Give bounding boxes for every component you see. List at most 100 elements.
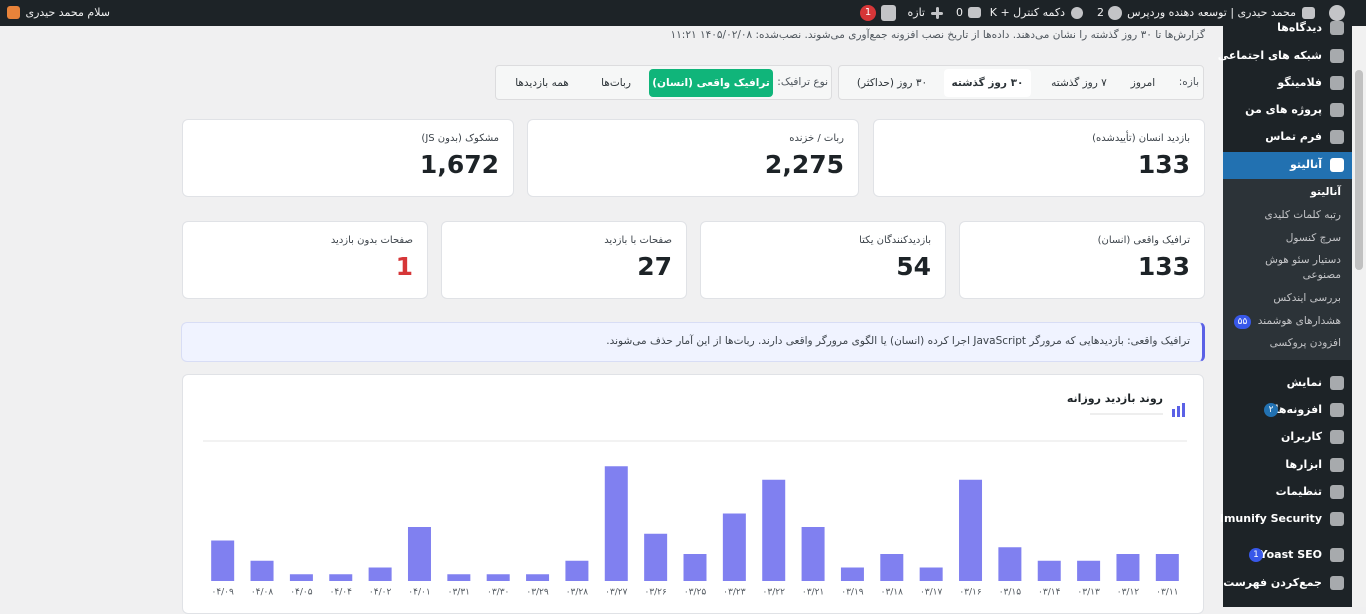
- stat-value: 133: [1137, 150, 1190, 179]
- stat-label: ربات / خزنده: [789, 133, 844, 144]
- bar: [644, 533, 668, 581]
- x-tick-label: ۰۳/۲۵: [684, 588, 707, 598]
- traffic-button[interactable]: همه بازدیدها: [515, 77, 569, 89]
- x-tick-label: ۰۳/۱۳: [1077, 588, 1100, 598]
- bar: [880, 554, 904, 581]
- menu-icon: [1330, 458, 1344, 472]
- menu-icon: [1330, 76, 1344, 90]
- home-icon: [1302, 7, 1315, 19]
- stat-card: صفحات بدون بازدید 1: [182, 221, 428, 299]
- stat-card: ربات / خزنده 2,275: [527, 119, 859, 197]
- stat-value: 1: [395, 252, 413, 281]
- chart-title: روند بازدید روزانه: [1067, 392, 1163, 405]
- seo-badge[interactable]: 1: [860, 5, 876, 21]
- menu-item[interactable]: جمع‌کردن فهرست: [1223, 576, 1322, 589]
- range-button[interactable]: ۷ روز گذشته: [1051, 77, 1107, 89]
- menu-item[interactable]: نمایش: [1286, 376, 1322, 389]
- traffic-filter: نوع ترافیک: ترافیک واقعی (انسان) ربات‌ها هم…: [495, 65, 832, 100]
- range-filter: بازه: امروز ۷ روز گذشته ۳۰ روز گذشته ۳۰ روز …: [838, 65, 1204, 100]
- x-tick-label: ۰۴/۰۴: [330, 588, 353, 598]
- x-tick-label: ۰۳/۱۵: [999, 588, 1022, 598]
- stat-card: مشکوک (بدون JS) 1,672: [182, 119, 514, 197]
- bar: [250, 560, 274, 581]
- menu-item[interactable]: پروژه های من: [1245, 103, 1322, 116]
- menu-icon: [1330, 512, 1344, 526]
- traffic-button[interactable]: ربات‌ها: [601, 77, 631, 89]
- menu-item[interactable]: کاربران: [1281, 430, 1322, 443]
- range-button[interactable]: ۳۰ روز گذشته: [944, 69, 1031, 97]
- bar: [368, 567, 392, 581]
- stat-label: صفحات بدون بازدید: [330, 235, 413, 246]
- bar: [1116, 554, 1140, 581]
- bar: [1155, 554, 1179, 581]
- submenu-item[interactable]: افزودن پروکسی: [1269, 337, 1341, 349]
- x-tick-label: ۰۳/۲۶: [644, 588, 667, 598]
- submenu-item[interactable]: دستیار سئو هوش مصنوعی: [1265, 254, 1341, 281]
- x-tick-label: ۰۳/۱۹: [841, 588, 864, 598]
- bar: [683, 554, 707, 581]
- menu-item[interactable]: فلامینگو: [1277, 76, 1322, 89]
- menu-item[interactable]: شبکه های اجتماعی: [1217, 49, 1322, 62]
- scrollbar: [1352, 26, 1366, 607]
- title-icon: [1172, 409, 1175, 417]
- submenu-item[interactable]: رتبه کلمات کلیدی: [1264, 209, 1341, 221]
- updates-count[interactable]: 2: [1097, 6, 1104, 19]
- stat-label: ترافیک واقعی (انسان): [1097, 235, 1190, 246]
- chart-card: روند بازدید روزانه ۰۳/۱۱ ۰۳/۱۲ ۰۳/۱۳ ۰۳/۱۴ ۰۳…: [182, 374, 1204, 614]
- x-tick-label: ۰۳/۱۲: [1117, 588, 1140, 598]
- traffic-label: نوع ترافیک:: [777, 76, 828, 88]
- menu-item[interactable]: دیدگاه‌ها: [1277, 21, 1322, 34]
- x-tick-label: ۰۳/۲۳: [723, 588, 746, 598]
- menu-icon: [1330, 376, 1344, 390]
- stat-label: مشکوک (بدون JS): [421, 133, 499, 144]
- menu-item[interactable]: آنالیتو: [1289, 158, 1322, 171]
- bar: [998, 547, 1022, 581]
- comments-count[interactable]: 0: [956, 6, 963, 19]
- x-tick-label: ۰۴/۰۵: [290, 588, 313, 598]
- comments-icon: [968, 7, 981, 18]
- bar: [329, 574, 353, 581]
- range-button[interactable]: امروز: [1130, 77, 1156, 89]
- bar: [1077, 560, 1101, 581]
- search-icon: [1071, 7, 1083, 19]
- plus-v: [936, 7, 939, 19]
- menu-item[interactable]: افزونه‌ها: [1274, 403, 1322, 416]
- submenu-item[interactable]: آنالیتو: [1310, 186, 1341, 198]
- wp-logo[interactable]: [1329, 5, 1345, 21]
- stat-value: 2,275: [764, 150, 844, 179]
- x-tick-label: ۰۳/۳۰: [487, 588, 509, 598]
- x-tick-label: ۰۴/۰۸: [251, 588, 274, 598]
- menu-badge: 1: [1249, 548, 1263, 562]
- x-tick-label: ۰۳/۲۲: [763, 588, 786, 598]
- admin-bar: محمد حیدری | توسعه دهنده وردپرس 2 دکمه ک…: [0, 0, 1366, 26]
- menu-item[interactable]: Yoast SEO: [1259, 548, 1322, 561]
- menu-icon: [1330, 103, 1344, 117]
- stat-value: 27: [637, 252, 672, 281]
- bar: [604, 466, 628, 581]
- range-button[interactable]: ۳۰ روز (حداکثر): [856, 77, 928, 89]
- bar: [447, 574, 471, 581]
- menu-item[interactable]: ابزارها: [1285, 458, 1322, 471]
- menu-icon: [1330, 158, 1344, 172]
- greeting[interactable]: سلام محمد حیدری: [25, 6, 110, 19]
- submenu-item[interactable]: بررسی ایندکس: [1273, 292, 1341, 304]
- bar: [919, 567, 943, 581]
- site-name[interactable]: محمد حیدری | توسعه دهنده وردپرس: [1127, 6, 1296, 19]
- x-tick-label: ۰۳/۱۶: [959, 588, 982, 598]
- stat-card: بازدید انسان (تأییدشده) 133: [873, 119, 1205, 197]
- menu-item[interactable]: Imunify Security: [1219, 512, 1322, 525]
- menu-item[interactable]: فرم تماس: [1265, 130, 1322, 143]
- submenu-item[interactable]: سرچ کنسول: [1285, 232, 1341, 244]
- traffic-button[interactable]: ترافیک واقعی (انسان): [649, 69, 773, 97]
- shortcut[interactable]: دکمه کنترل + K: [989, 6, 1065, 19]
- menu-item[interactable]: تنظیمات: [1275, 485, 1322, 498]
- bar: [289, 574, 313, 581]
- x-tick-label: ۰۳/۱۷: [920, 588, 943, 598]
- title-icon: [1177, 406, 1180, 417]
- x-tick-label: ۰۳/۱۸: [881, 588, 904, 598]
- submenu-item[interactable]: هشدارهای هوشمند: [1257, 315, 1341, 327]
- new-link[interactable]: تازه: [907, 6, 926, 19]
- menu-badge: ۲: [1264, 403, 1278, 417]
